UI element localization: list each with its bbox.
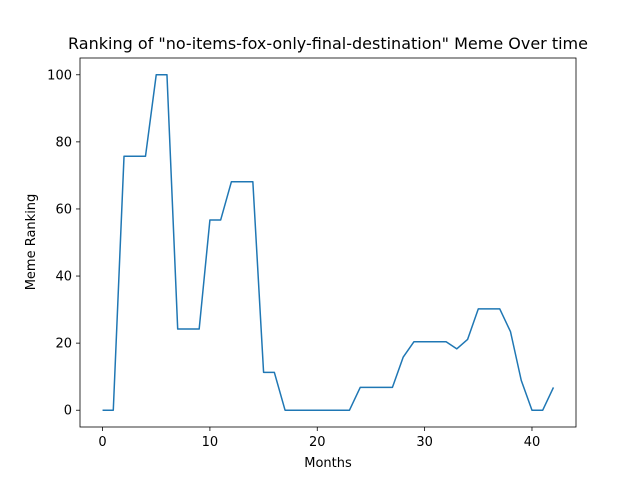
plot-frame xyxy=(79,57,577,428)
y-tick-label: 100 xyxy=(47,68,72,83)
x-axis: 0 10 20 30 40 xyxy=(98,427,540,450)
y-tick-label: 0 xyxy=(64,404,72,419)
x-tick-label: 20 xyxy=(309,435,326,450)
chart-title: Ranking of "no-items-fox-only-final-dest… xyxy=(68,34,588,53)
y-tick-label: 20 xyxy=(55,337,72,352)
y-axis: 0 20 40 60 80 100 xyxy=(47,68,80,419)
y-tick-label: 40 xyxy=(55,270,72,285)
y-tick-label: 80 xyxy=(55,135,72,150)
series-line-0 xyxy=(102,74,555,411)
x-axis-label: Months xyxy=(304,456,352,471)
plot-area xyxy=(79,57,577,428)
x-tick-label: 0 xyxy=(98,435,106,450)
x-tick-label: 30 xyxy=(416,435,433,450)
y-tick-label: 60 xyxy=(55,202,72,217)
x-tick-label: 40 xyxy=(524,435,541,450)
x-tick-label: 10 xyxy=(202,435,219,450)
y-axis-label: Meme Ranking xyxy=(24,194,39,291)
